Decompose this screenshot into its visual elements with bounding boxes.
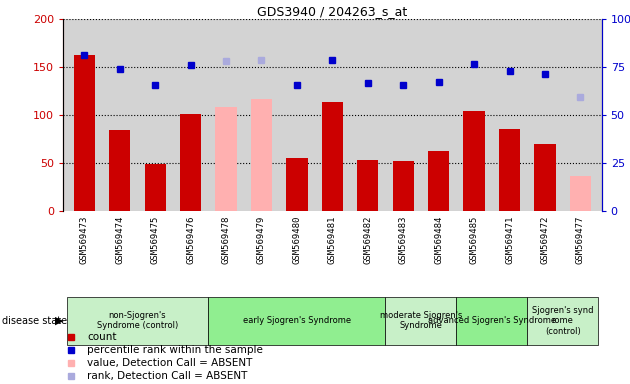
- Bar: [286, 159, 307, 211]
- Bar: [144, 164, 166, 211]
- Text: GSM569471: GSM569471: [505, 215, 514, 264]
- Text: GSM569480: GSM569480: [292, 215, 301, 264]
- Bar: [534, 144, 556, 211]
- Text: value, Detection Call = ABSENT: value, Detection Call = ABSENT: [87, 358, 253, 367]
- FancyBboxPatch shape: [456, 297, 527, 344]
- Text: GSM569475: GSM569475: [151, 215, 159, 264]
- Bar: [251, 99, 272, 211]
- Bar: [570, 176, 591, 211]
- Bar: [392, 161, 414, 211]
- FancyBboxPatch shape: [386, 297, 456, 344]
- Text: GSM569481: GSM569481: [328, 215, 337, 264]
- Bar: [109, 130, 130, 211]
- FancyBboxPatch shape: [527, 297, 598, 344]
- Bar: [74, 55, 95, 211]
- Text: rank, Detection Call = ABSENT: rank, Detection Call = ABSENT: [87, 371, 248, 381]
- FancyBboxPatch shape: [209, 297, 386, 344]
- Bar: [428, 151, 449, 211]
- Bar: [464, 111, 484, 211]
- Text: GSM569484: GSM569484: [434, 215, 443, 264]
- Text: ▶: ▶: [55, 316, 64, 326]
- Text: GSM569476: GSM569476: [186, 215, 195, 264]
- Text: GSM569479: GSM569479: [257, 215, 266, 264]
- Title: GDS3940 / 204263_s_at: GDS3940 / 204263_s_at: [257, 5, 408, 18]
- Text: GSM569472: GSM569472: [541, 215, 549, 264]
- Text: GSM569485: GSM569485: [469, 215, 479, 264]
- Bar: [499, 129, 520, 211]
- Text: GSM569478: GSM569478: [222, 215, 231, 264]
- Text: early Sjogren's Syndrome: early Sjogren's Syndrome: [243, 316, 351, 325]
- Text: percentile rank within the sample: percentile rank within the sample: [87, 344, 263, 354]
- Text: Sjogren's synd
rome
(control): Sjogren's synd rome (control): [532, 306, 593, 336]
- Bar: [322, 102, 343, 211]
- Bar: [215, 107, 237, 211]
- Text: count: count: [87, 331, 117, 342]
- Text: disease state: disease state: [2, 316, 67, 326]
- Bar: [180, 114, 201, 211]
- Text: GSM569482: GSM569482: [364, 215, 372, 264]
- Text: GSM569474: GSM569474: [115, 215, 124, 264]
- Text: GSM569477: GSM569477: [576, 215, 585, 264]
- Text: GSM569483: GSM569483: [399, 215, 408, 264]
- Text: moderate Sjogren's
Syndrome: moderate Sjogren's Syndrome: [380, 311, 462, 330]
- Text: advanced Sjogren's Syndrome: advanced Sjogren's Syndrome: [428, 316, 556, 325]
- Text: GSM569473: GSM569473: [80, 215, 89, 264]
- FancyBboxPatch shape: [67, 297, 209, 344]
- Bar: [357, 161, 379, 211]
- Text: non-Sjogren's
Syndrome (control): non-Sjogren's Syndrome (control): [97, 311, 178, 330]
